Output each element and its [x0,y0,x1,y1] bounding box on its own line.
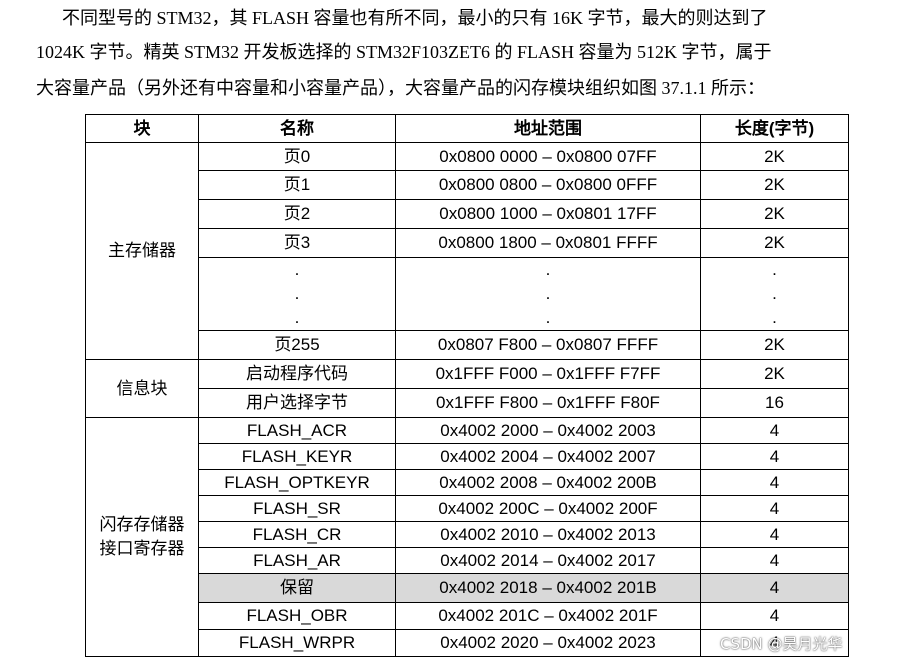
paragraph-line: 不同型号的 STM32，其 FLASH 容量也有所不同，最小的只有 16K 字节… [62,8,768,28]
table-cell: 0x4002 201C – 0x4002 201F [395,602,701,630]
table-cell: 页2 [198,199,396,229]
table-cell: 0x0800 1000 – 0x0801 17FF [395,199,701,229]
table-row: 页1 0x0800 0800 – 0x0800 0FFF 2K [86,170,849,200]
table-row: 页255 0x0807 F800 – 0x0807 FFFF 2K [86,330,849,360]
table-row: FLASH_OPTKEYR 0x4002 2008 – 0x4002 200B 4 [86,469,849,496]
table-cell: 0x4002 2014 – 0x4002 2017 [395,547,701,574]
table-cell: . . . [198,257,396,331]
table-cell: 4 [700,417,849,444]
table-cell: 0x4002 2008 – 0x4002 200B [395,469,701,496]
header-cell: 名称 [198,114,396,143]
table-cell: FLASH_WRPR [198,629,396,657]
header-row: 块名称 地址范围 长度(字节) [85,114,849,143]
table-cell: 16 [700,388,849,418]
table-row: 保留 0x4002 2018 – 0x4002 201B 4 [86,573,849,603]
table-row: FLASH_WRPR 0x4002 2020 – 0x4002 2023 4 [86,629,849,657]
table-cell: 4 [700,469,849,496]
table-cell: 2K [700,359,849,389]
table-cell: . . . [395,257,701,331]
table-row: 主存储器 页0 0x0800 0000 – 0x0800 07FF 2K [85,142,849,360]
block-cell: 闪存存储器 接口寄存器 [85,417,199,657]
table-cell: 0x1FFF F800 – 0x1FFF F80F [395,388,701,418]
header-cell: 长度(字节) [700,114,849,143]
table-cell: 2K [700,170,849,200]
table-cell: FLASH_SR [198,495,396,522]
table-cell: FLASH_CR [198,521,396,548]
table-cell: 用户选择字节 [198,388,396,418]
table-cell: 2K [700,199,849,229]
table-cell: 2K [700,228,849,258]
block-cell: 主存储器 [85,142,199,360]
header-cell: 块 [85,114,199,143]
table-cell: 4 [700,521,849,548]
table-cell: FLASH_OBR [198,602,396,630]
table-row: 用户选择字节 0x1FFF F800 – 0x1FFF F80F 16 [86,388,849,418]
watermark: CSDN @昊月光华 [720,635,843,653]
table-cell: FLASH_KEYR [198,443,396,470]
table-cell: 4 [700,547,849,574]
table-cell: 页3 [198,228,396,258]
table-cell: 页0 [198,142,396,171]
table-cell: 2K [700,142,849,171]
table-cell: 0x0800 1800 – 0x0801 FFFF [395,228,701,258]
table-row: 闪存存储器 接口寄存器 FLASH_ACR 0x4002 2000 – 0x4002… [85,417,849,657]
table-cell: 0x0800 0000 – 0x0800 07FF [395,142,701,171]
table-cell: 0x4002 2010 – 0x4002 2013 [395,521,701,548]
table-cell: 0x1FFF F000 – 0x1FFF F7FF [395,359,701,389]
paragraph-line: 大容量产品（另外还有中容量和小容量产品），大容量产品的闪存模块组织如图 37.1… [36,78,765,98]
table-row: . . .. . .. . . [86,257,849,331]
table-row: 页3 0x0800 1800 – 0x0801 FFFF 2K [86,228,849,258]
table-cell: 页255 [198,330,396,360]
table-cell: FLASH_AR [198,547,396,574]
header-cell: 地址范围 [395,114,701,143]
table-row: 页2 0x0800 1000 – 0x0801 17FF 2K [86,199,849,229]
table-cell: . . . [700,257,849,331]
table-cell: 4 [700,443,849,470]
flash-table: 块名称 地址范围 长度(字节) 主存储器 页0 0x0800 0000 – 0x0800… [85,114,849,657]
paragraph-line: 1024K 字节。精英 STM32 开发板选择的 STM32F103ZET6 的… [36,42,772,62]
table-cell: 页1 [198,170,396,200]
table-cell: 0x4002 200C – 0x4002 200F [395,495,701,522]
table-cell: 保留 [198,573,396,603]
table-cell: 0x4002 2000 – 0x4002 2003 [395,417,701,444]
table-row: FLASH_AR 0x4002 2014 – 0x4002 2017 4 [86,547,849,574]
table-row: FLASH_KEYR 0x4002 2004 – 0x4002 2007 4 [86,443,849,470]
block-cell: 信息块 [85,359,199,418]
table-cell: FLASH_OPTKEYR [198,469,396,496]
table-row: FLASH_OBR 0x4002 201C – 0x4002 201F 4 [86,602,849,630]
table-row: FLASH_SR 0x4002 200C – 0x4002 200F 4 [86,495,849,522]
table-row: 信息块 启动程序代码 0x1FFF F000 – 0x1FFF F7FF 2K [85,359,849,418]
table-cell: 0x0800 0800 – 0x0800 0FFF [395,170,701,200]
table-cell: 4 [700,602,849,630]
table-cell: 4 [700,495,849,522]
table-cell: 4 [700,629,849,657]
table-row: FLASH_CR 0x4002 2010 – 0x4002 2013 4 [86,521,849,548]
table-cell: 启动程序代码 [198,359,396,389]
table-cell: 0x4002 2018 – 0x4002 201B [395,573,701,603]
table-cell: 4 [700,573,849,603]
table-cell: 2K [700,330,849,360]
table-cell: FLASH_ACR [198,417,396,444]
table-cell: 0x4002 2004 – 0x4002 2007 [395,443,701,470]
table-cell: 0x4002 2020 – 0x4002 2023 [395,629,701,657]
table-cell: 0x0807 F800 – 0x0807 FFFF [395,330,701,360]
